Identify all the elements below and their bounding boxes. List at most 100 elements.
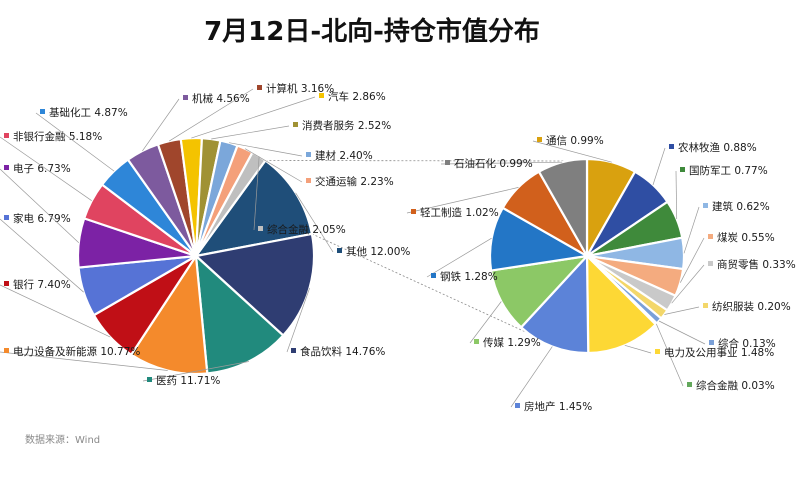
label-marker — [703, 303, 708, 308]
leader-line — [169, 88, 254, 142]
label-marker — [445, 160, 450, 165]
main-label-9: 机械 4.56% — [142, 92, 250, 152]
label-text: 建筑 0.62% — [712, 200, 770, 213]
secondary-label-9: 电力及公用事业 1.48% — [624, 344, 774, 359]
label-text: 交通运输 2.23% — [315, 175, 394, 188]
leader-line — [211, 125, 290, 140]
main-label-2: 医药 11.71% — [142, 361, 249, 387]
secondary-label-14: 石油石化 0.99% — [440, 157, 563, 170]
leader-line — [0, 284, 111, 338]
main-pie — [76, 136, 316, 376]
leader-line — [440, 161, 563, 165]
label-text: 纺织服装 0.20% — [712, 300, 791, 313]
label-text: 商贸零售 0.33% — [717, 258, 796, 271]
leader-line — [35, 112, 115, 172]
secondary-label-12: 钢铁 1.28% — [426, 237, 498, 283]
label-text: 电子 6.73% — [13, 162, 71, 175]
leader-line — [406, 187, 519, 214]
label-text: 建材 2.40% — [315, 149, 373, 162]
label-marker — [669, 144, 674, 149]
leader-line — [683, 206, 700, 254]
main-label-8: 基础化工 4.87% — [35, 106, 128, 172]
secondary-label-4: 煤炭 0.55% — [679, 231, 775, 283]
leader-line — [0, 218, 84, 293]
secondary-label-10: 房地产 1.45% — [510, 346, 592, 413]
main-label-4: 银行 7.40% — [0, 278, 111, 338]
label-text: 综合金融 0.03% — [696, 379, 775, 392]
leader-line — [532, 140, 612, 163]
label-marker — [709, 340, 714, 345]
label-marker — [655, 349, 660, 354]
chart-title: 7月12日-北向-持仓市值分布 — [204, 16, 540, 47]
label-text: 其他 12.00% — [346, 245, 410, 258]
leader-line — [142, 98, 180, 152]
label-text: 机械 4.56% — [192, 92, 250, 105]
label-text: 综合 0.13% — [718, 337, 776, 350]
label-marker — [291, 348, 296, 353]
source-note: 数据来源：Wind — [25, 433, 100, 446]
leader-line — [675, 170, 678, 220]
leader-line — [671, 264, 705, 304]
label-marker — [411, 209, 416, 214]
label-text: 电力及公用事业 1.48% — [664, 346, 774, 359]
secondary-label-2: 国防军工 0.77% — [675, 164, 768, 220]
label-marker — [40, 109, 45, 114]
label-marker — [293, 122, 298, 127]
label-marker — [4, 165, 9, 170]
leader-line — [0, 136, 92, 201]
leader-line — [655, 323, 684, 387]
main-label-15: 综合金融 2.05% — [253, 156, 346, 236]
label-marker — [4, 133, 9, 138]
secondary-label-0: 通信 0.99% — [532, 135, 612, 163]
label-marker — [431, 273, 436, 278]
label-text: 钢铁 1.28% — [440, 270, 498, 283]
label-text: 房地产 1.45% — [524, 400, 592, 413]
label-marker — [257, 85, 262, 90]
label-marker — [319, 93, 324, 98]
secondary-pie — [488, 157, 686, 355]
label-marker — [337, 248, 342, 253]
leader-line — [664, 306, 700, 315]
label-marker — [183, 95, 188, 100]
label-text: 农林牧渔 0.88% — [678, 141, 757, 154]
leader-line — [0, 351, 168, 371]
secondary-label-3: 建筑 0.62% — [683, 200, 770, 254]
main-label-1: 食品饮料 14.76% — [286, 287, 385, 358]
main-label-14: 交通运输 2.23% — [244, 148, 394, 188]
label-marker — [306, 178, 311, 183]
leader-line — [286, 287, 310, 353]
secondary-label-5: 商贸零售 0.33% — [671, 258, 796, 304]
main-label-3: 电力设备及新能源 10.77% — [0, 345, 168, 371]
label-text: 基础化工 4.87% — [49, 106, 128, 119]
label-text: 计算机 3.16% — [266, 82, 334, 95]
label-marker — [306, 152, 311, 157]
leader-line — [679, 237, 705, 283]
leader-line — [426, 237, 492, 278]
main-label-6: 电子 6.73% — [0, 162, 80, 243]
secondary-label-6: 纺织服装 0.20% — [664, 300, 791, 315]
label-text: 消费者服务 2.52% — [302, 119, 391, 132]
leader-line — [229, 142, 303, 157]
leader-line — [295, 192, 334, 253]
leader-line — [142, 361, 249, 382]
label-marker — [4, 215, 9, 220]
secondary-label-11: 传媒 1.29% — [469, 301, 541, 349]
label-marker — [4, 281, 9, 286]
label-marker — [474, 339, 479, 344]
leader-line — [469, 301, 502, 344]
label-text: 通信 0.99% — [546, 135, 604, 147]
data-labels: 其他 12.00% 食品饮料 14.76% 医药 11.71% 电力设备及新能源 10… — [0, 82, 796, 413]
label-text: 轻工制造 1.02% — [420, 206, 499, 219]
secondary-slice-10 — [519, 253, 590, 355]
label-marker — [515, 403, 520, 408]
secondary-label-8: 综合金融 0.03% — [655, 323, 775, 392]
leader-line — [510, 346, 553, 408]
label-text: 食品饮料 14.76% — [300, 345, 385, 358]
label-text: 汽车 2.86% — [328, 90, 386, 103]
secondary-label-13: 轻工制造 1.02% — [406, 187, 519, 219]
label-text: 家电 6.79% — [13, 212, 71, 225]
label-text: 医药 11.71% — [156, 375, 220, 387]
label-text: 煤炭 0.55% — [717, 231, 775, 244]
label-marker — [687, 382, 692, 387]
